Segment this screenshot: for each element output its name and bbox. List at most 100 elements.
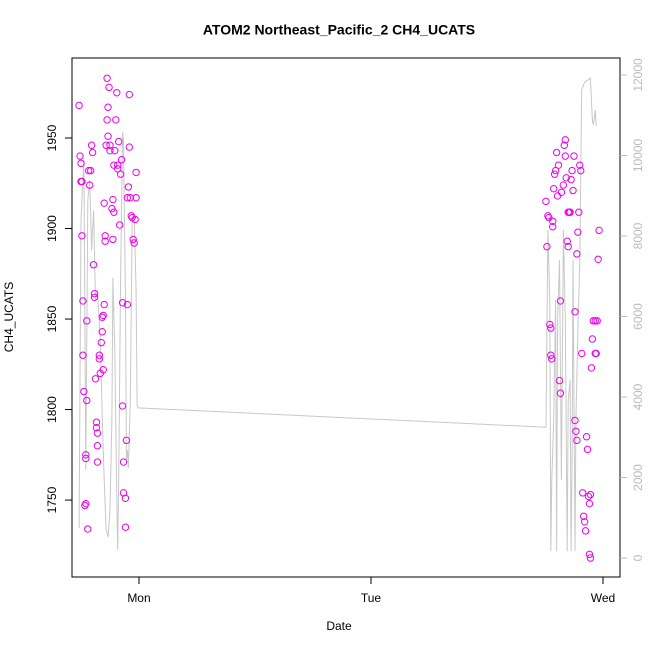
data-point	[562, 174, 570, 182]
data-point	[118, 299, 127, 307]
data-point	[576, 161, 584, 169]
x-tick-label: Tue	[361, 591, 382, 605]
data-point	[549, 223, 557, 231]
data-point	[572, 427, 580, 435]
data-point	[123, 300, 132, 309]
data-point	[75, 101, 83, 110]
data-point	[126, 194, 134, 202]
data-point	[106, 146, 114, 155]
data-point	[554, 161, 563, 169]
chart-title: ATOM2 Northeast_Pacific_2 CH4_UCATS	[203, 22, 475, 38]
data-point	[84, 525, 92, 533]
data-point	[132, 194, 140, 202]
data-point	[99, 311, 107, 320]
data-point	[583, 445, 592, 454]
data-point	[90, 293, 99, 302]
altitude-line	[78, 77, 597, 552]
data-point	[92, 423, 101, 432]
data-point	[119, 458, 128, 466]
data-point	[586, 554, 595, 562]
data-point	[116, 170, 125, 178]
data-point	[109, 195, 117, 204]
data-point	[104, 132, 112, 140]
y2-tick-label: 10000	[631, 138, 645, 172]
y2-tick-label: 0	[631, 554, 645, 561]
data-point	[549, 185, 558, 193]
data-point	[132, 168, 140, 177]
data-point	[578, 489, 587, 497]
data-point	[563, 237, 571, 245]
data-point	[123, 194, 132, 202]
data-point	[114, 161, 122, 169]
data-point	[82, 499, 90, 508]
data-point	[543, 242, 551, 251]
data-point	[595, 226, 603, 235]
data-point	[79, 351, 87, 359]
data-point	[82, 454, 90, 463]
data-point	[125, 143, 134, 151]
y-tick-label: 1750	[45, 486, 59, 513]
data-point	[88, 148, 97, 157]
data-point	[561, 136, 569, 144]
data-point	[556, 389, 565, 397]
data-point	[121, 523, 130, 531]
data-point	[103, 74, 111, 82]
data-point	[585, 550, 594, 559]
data-point	[78, 177, 86, 186]
y2-tick-label: 8000	[631, 222, 645, 249]
data-point	[115, 221, 124, 229]
data-point	[547, 351, 555, 359]
y2-tick-label: 12000	[631, 58, 645, 92]
data-point	[546, 320, 554, 329]
data-point	[78, 232, 86, 240]
data-point	[560, 141, 569, 149]
data-point	[95, 355, 104, 363]
data-point	[114, 137, 123, 146]
data-point	[571, 416, 579, 425]
data-point	[586, 490, 595, 499]
data-point	[108, 204, 116, 213]
data-point	[77, 159, 85, 168]
data-point	[111, 146, 119, 155]
data-point	[99, 366, 107, 374]
data-point	[587, 364, 596, 372]
data-point	[556, 297, 565, 305]
data-point	[584, 492, 593, 501]
data-point	[103, 116, 111, 124]
y2-tick-label: 2000	[631, 464, 645, 491]
data-point	[592, 349, 600, 358]
data-point	[106, 141, 114, 149]
data-point	[591, 317, 599, 325]
data-point	[588, 335, 597, 343]
y-axis-label: CH4_UCATS	[2, 282, 16, 352]
data-point	[568, 166, 576, 175]
data-point	[93, 458, 102, 466]
data-point	[112, 116, 120, 124]
data-point	[555, 376, 564, 385]
data-point	[97, 338, 105, 347]
data-point	[90, 289, 99, 298]
y2-tick-label: 4000	[631, 383, 645, 410]
x-tick-label: Mon	[127, 591, 150, 605]
data-point	[93, 429, 102, 437]
data-point	[574, 228, 582, 236]
data-point	[86, 166, 95, 175]
y2-tick-label: 6000	[631, 303, 645, 330]
data-point	[109, 235, 117, 244]
data-point	[561, 152, 569, 160]
data-point	[548, 355, 556, 363]
data-point	[553, 192, 562, 200]
x-tick-label: Wed	[591, 591, 615, 605]
data-point	[569, 186, 577, 195]
data-point	[557, 188, 566, 197]
data-point	[79, 297, 87, 305]
data-point	[76, 152, 84, 160]
data-point	[89, 261, 98, 269]
data-point	[83, 317, 91, 325]
data-point	[593, 317, 601, 325]
data-point	[580, 518, 589, 526]
data-point	[570, 152, 578, 160]
data-point	[571, 308, 579, 316]
data-point	[552, 148, 561, 157]
